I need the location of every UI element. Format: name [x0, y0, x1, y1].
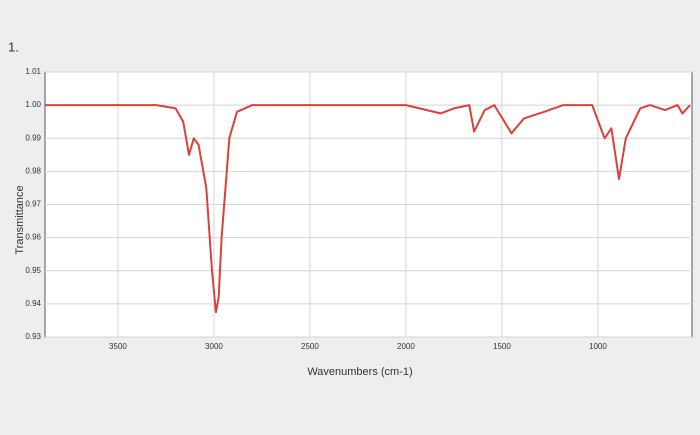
y-tick-label: 0.99 [25, 133, 41, 142]
y-axis-label: Transmittance [14, 185, 26, 254]
y-tick-label: 0.93 [25, 332, 41, 341]
annotation: 1. [8, 39, 19, 54]
x-tick-label: 1500 [493, 342, 511, 351]
y-tick-label: 0.96 [25, 233, 41, 242]
x-tick-label: 1000 [589, 342, 607, 351]
x-axis-label: Wavenumbers (cm-1) [307, 366, 412, 378]
y-tick-label: 0.97 [25, 200, 41, 209]
spectrum-line [45, 104, 691, 314]
y-tick-label: 0.94 [25, 299, 41, 308]
y-tick-label: 0.98 [25, 166, 41, 175]
y-tick-label: 1.01 [25, 67, 41, 76]
x-tick-label: 3500 [109, 342, 127, 351]
y-tick-label: 1.00 [25, 100, 41, 109]
y-tick-label: 0.95 [25, 266, 41, 275]
x-tick-label: 2000 [397, 342, 415, 351]
x-tick-label: 3000 [205, 342, 223, 351]
x-tick-label: 2500 [301, 342, 319, 351]
